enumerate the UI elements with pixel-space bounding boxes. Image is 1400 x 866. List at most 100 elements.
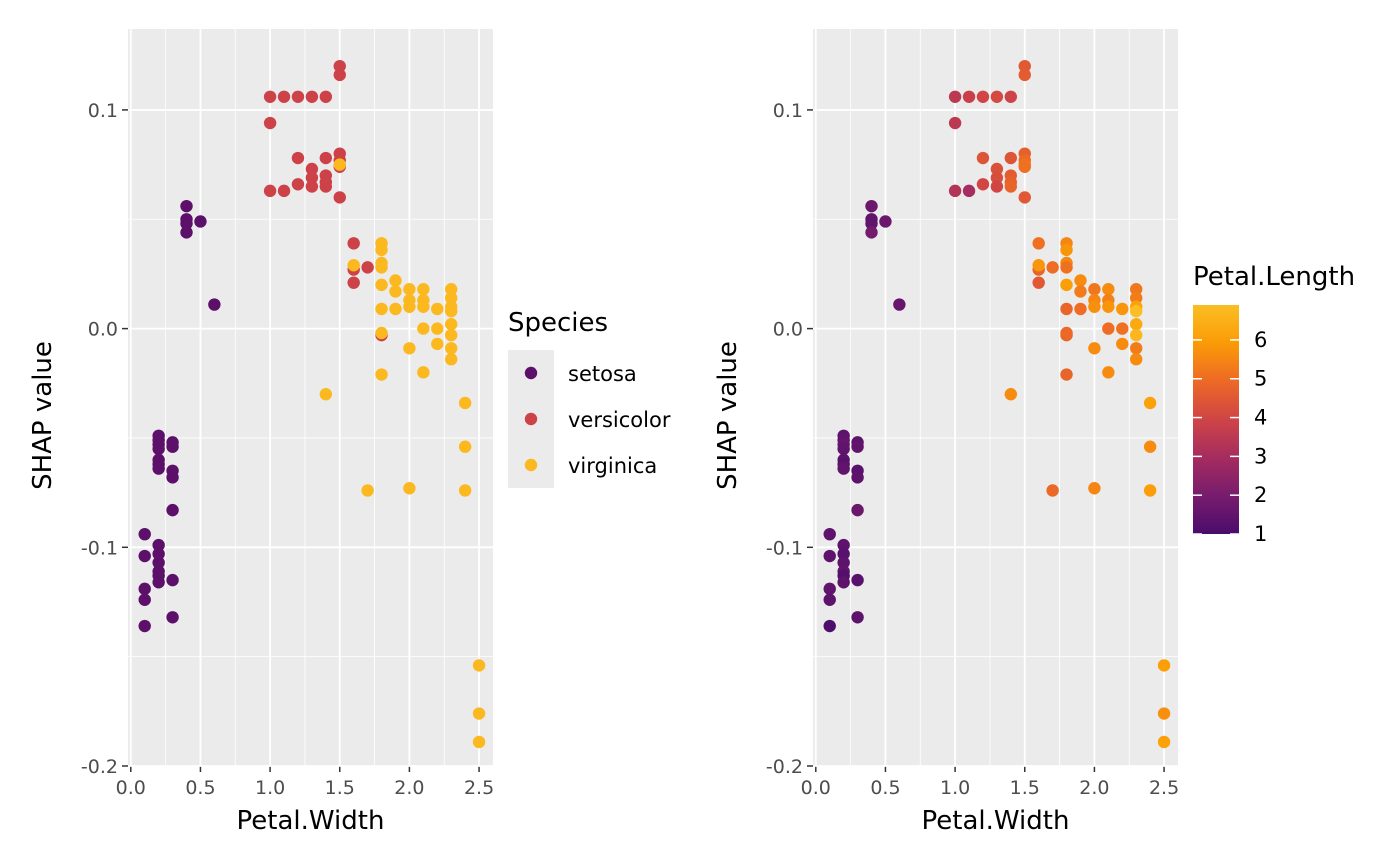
point-virginica <box>403 283 416 296</box>
point-virginica <box>389 274 402 287</box>
point <box>1060 278 1073 292</box>
x-tick-label: 2.5 <box>1149 777 1179 799</box>
point <box>837 556 850 569</box>
point <box>990 162 1004 176</box>
point <box>976 178 990 191</box>
y-tick-label: 0.0 <box>88 319 118 341</box>
point <box>962 184 976 198</box>
point <box>1046 261 1059 274</box>
point <box>1088 482 1101 495</box>
point <box>1157 707 1171 720</box>
y-tick-label: -0.1 <box>766 537 803 559</box>
x-tick-label: 2.0 <box>1079 777 1109 799</box>
point-setosa <box>166 440 179 453</box>
point <box>1130 318 1143 331</box>
point-virginica <box>445 291 458 305</box>
y-tick-label: 0.0 <box>773 319 803 341</box>
point-setosa <box>138 582 151 596</box>
point <box>1143 396 1157 410</box>
point <box>1074 274 1087 287</box>
point <box>1046 484 1059 497</box>
point <box>1060 243 1073 257</box>
legend-label-setosa: setosa <box>568 362 637 386</box>
point <box>1143 484 1157 497</box>
point-virginica <box>375 243 388 257</box>
point <box>990 171 1004 184</box>
y-tick-label: -0.2 <box>766 756 803 778</box>
point-versicolor <box>333 191 346 204</box>
x-tick-label: 0.0 <box>801 777 831 799</box>
point-virginica <box>417 322 430 335</box>
point-versicolor <box>277 184 291 198</box>
point-setosa <box>138 619 151 633</box>
point-versicolor <box>277 90 291 103</box>
point-versicolor <box>361 261 374 274</box>
point <box>1143 440 1157 453</box>
point-setosa <box>152 442 165 456</box>
point-versicolor <box>305 90 319 103</box>
x-axis-title: Petal.Width <box>237 806 385 836</box>
point-setosa <box>152 462 165 475</box>
point <box>837 462 850 475</box>
point <box>948 184 962 198</box>
point-versicolor <box>333 68 346 82</box>
point <box>1102 283 1115 296</box>
colorbar-tick-label: 4 <box>1254 406 1267 430</box>
point <box>1130 304 1143 318</box>
y-axis-title: SHAP value <box>713 341 743 490</box>
point <box>1060 302 1073 316</box>
point <box>1102 366 1115 379</box>
point-virginica <box>417 366 430 379</box>
point <box>1004 180 1018 193</box>
y-tick-label: 0.1 <box>88 100 118 122</box>
point <box>1004 388 1018 401</box>
points-layer <box>138 59 486 749</box>
point <box>1060 326 1073 340</box>
point <box>1130 353 1143 366</box>
point <box>1102 322 1115 335</box>
legend-key-versicolor <box>524 412 538 426</box>
point <box>1018 59 1031 73</box>
point <box>865 199 878 213</box>
point <box>837 442 850 456</box>
point <box>879 215 892 228</box>
point <box>1032 276 1045 289</box>
point <box>1130 291 1143 305</box>
point-versicolor <box>263 90 277 103</box>
point <box>962 90 976 103</box>
point-setosa <box>166 503 179 517</box>
point <box>1116 302 1129 316</box>
point <box>1018 191 1031 204</box>
legend-title: Species <box>508 308 608 338</box>
point-versicolor <box>263 116 277 130</box>
point-virginica <box>431 337 444 351</box>
point-virginica <box>472 735 486 749</box>
point-setosa <box>138 549 151 563</box>
x-tick-label: 2.5 <box>464 777 494 799</box>
point <box>990 90 1004 103</box>
point-virginica <box>458 396 472 410</box>
point-setosa <box>166 573 179 587</box>
point-virginica <box>403 342 416 355</box>
point-versicolor <box>305 180 319 193</box>
point-setosa <box>166 611 179 624</box>
point-virginica <box>431 322 444 335</box>
point-virginica <box>417 300 430 313</box>
y-axis-title: SHAP value <box>28 341 58 490</box>
point-virginica <box>431 302 444 316</box>
point-virginica <box>375 261 388 274</box>
point-virginica <box>375 278 388 292</box>
point-virginica <box>403 300 416 313</box>
point <box>823 549 836 563</box>
point-versicolor <box>347 237 360 250</box>
point <box>1116 322 1129 335</box>
point <box>893 298 906 311</box>
point-virginica <box>389 285 402 298</box>
point-setosa <box>194 215 207 228</box>
legend-label-virginica: virginica <box>568 454 657 478</box>
point <box>1032 258 1045 272</box>
point <box>865 217 878 230</box>
point-virginica <box>389 302 402 316</box>
point-virginica <box>445 342 458 355</box>
point-virginica <box>472 707 486 720</box>
